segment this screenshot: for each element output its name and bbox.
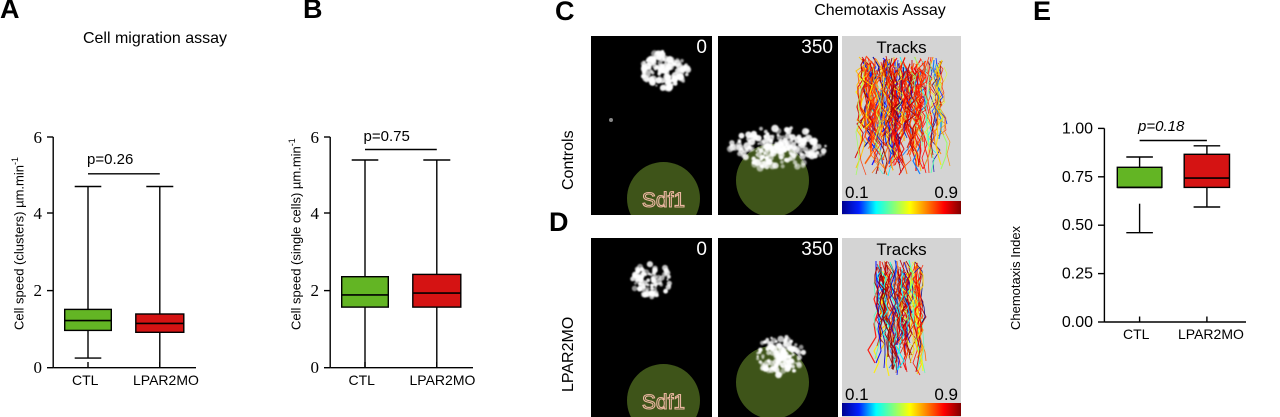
svg-text:0.50: 0.50 (1062, 217, 1093, 234)
svg-text:0: 0 (310, 358, 319, 377)
svg-text:6: 6 (310, 128, 319, 147)
svg-text:0.75: 0.75 (1062, 169, 1093, 186)
svg-text:1.00: 1.00 (1062, 120, 1093, 137)
svg-text:0.25: 0.25 (1062, 266, 1093, 283)
svg-text:6: 6 (34, 128, 43, 147)
svg-text:0: 0 (34, 358, 43, 377)
svg-text:4: 4 (34, 204, 43, 223)
svg-text:0.00: 0.00 (1062, 314, 1093, 331)
svg-text:2: 2 (34, 281, 43, 300)
svg-text:2: 2 (310, 281, 319, 300)
svg-text:4: 4 (310, 204, 319, 223)
